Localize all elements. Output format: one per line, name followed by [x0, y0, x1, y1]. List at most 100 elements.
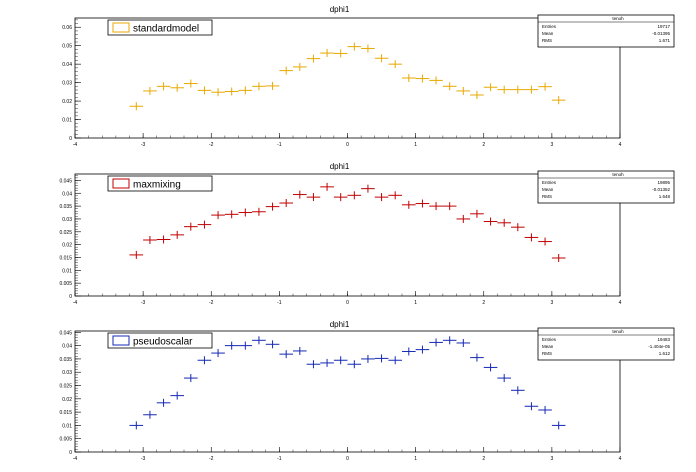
data-point	[238, 341, 253, 350]
data-point	[252, 207, 266, 216]
stats-frame	[537, 327, 675, 361]
data-point	[211, 211, 225, 220]
data-point	[415, 74, 430, 83]
legend-label: pseudoscalar	[133, 337, 193, 348]
data-point	[470, 209, 484, 218]
y-tick-label: 0.02	[62, 397, 72, 403]
data-point	[429, 76, 443, 85]
x-tick-label: 0	[346, 456, 349, 462]
x-tick-label: 3	[550, 142, 553, 148]
data-point	[156, 82, 171, 91]
y-tick-label: 0.035	[59, 204, 72, 210]
y-tick-label: 0.045	[59, 178, 72, 184]
x-tick-label: 1	[414, 300, 417, 306]
data-point	[170, 391, 184, 400]
data-point	[156, 235, 171, 244]
x-tick-label: 2	[482, 300, 485, 306]
y-tick-label: 0.025	[59, 230, 72, 236]
legend: standardmodel	[107, 19, 213, 36]
x-tick-label: 4	[619, 456, 622, 462]
data-point	[456, 214, 471, 223]
x-tick-label: -1	[277, 456, 282, 462]
x-tick-label: 0	[346, 142, 349, 148]
y-tick-label: 0.015	[59, 410, 72, 416]
data-point	[306, 360, 321, 369]
data-point	[252, 336, 266, 345]
x-tick-label: -3	[141, 456, 146, 462]
legend-swatch	[112, 22, 130, 33]
data-point	[483, 363, 498, 372]
stats-box: tenoh Entries 19717 Mean -0.01395 RMS 1.671	[537, 14, 675, 48]
stats-name: tenoh	[612, 172, 624, 177]
chart-panel-pseudoscalar: dphi1 -4 -3 -2 -1 0 1 2 3 4 0 0.005 0.01 0.015 0.02 0.0…	[59, 320, 675, 462]
x-tick-label: 2	[482, 142, 485, 148]
data-point	[293, 190, 307, 199]
x-tick-label: 2	[482, 456, 485, 462]
data-point	[252, 82, 266, 91]
x-tick-label: -2	[209, 142, 214, 148]
data-point	[429, 202, 443, 211]
legend-label: maxmixing	[133, 180, 181, 191]
y-tick-label: 0.06	[62, 25, 72, 31]
data-point	[306, 193, 321, 202]
data-point	[524, 402, 539, 411]
x-tick-label: -4	[73, 456, 78, 462]
data-point	[224, 87, 239, 96]
data-point	[197, 220, 212, 229]
x-tick-label: 4	[619, 142, 622, 148]
data-point	[333, 356, 348, 365]
data-point	[129, 250, 144, 259]
data-point	[388, 356, 402, 365]
data-point	[456, 86, 471, 95]
data-point	[143, 86, 157, 95]
data-point	[333, 49, 348, 58]
data-point	[415, 199, 430, 208]
legend-frame	[107, 332, 213, 349]
x-tick-label: -4	[73, 142, 78, 148]
y-tick-label: 0.03	[62, 217, 72, 223]
data-point	[170, 83, 184, 92]
chart-panel-maxmixing: dphi1 -4 -3 -2 -1 0 1 2 3 4 0 0.005 0.01 0.015 0.02 0.0…	[59, 162, 675, 306]
y-tick-label: 0.02	[62, 99, 72, 105]
data-point	[388, 60, 402, 69]
y-tick-label: 0.04	[62, 191, 72, 197]
data-point	[361, 354, 375, 363]
y-tick-label: 0.025	[59, 384, 72, 390]
stats-box: tenoh Entries 19483 Mean -1.404e-05 RMS 1.612	[537, 327, 675, 361]
stats-row-value: 19895	[657, 180, 670, 185]
data-point	[238, 86, 253, 95]
data-point	[320, 49, 334, 58]
data-point	[374, 193, 389, 202]
stats-row-label: Entries	[542, 24, 557, 29]
x-tick-label: -3	[141, 142, 146, 148]
data-point	[143, 410, 157, 419]
data-point	[497, 218, 511, 227]
data-point	[402, 74, 416, 82]
data-point	[442, 336, 457, 345]
stats-frame	[537, 170, 675, 204]
stats-name: tenoh	[612, 329, 624, 334]
chart-title: dphi1	[330, 162, 350, 171]
data-point	[511, 386, 525, 395]
data-point	[429, 338, 443, 347]
data-point	[511, 85, 525, 94]
x-tick-label: -2	[209, 456, 214, 462]
stats-row-value: 1.671	[659, 38, 671, 43]
data-point	[361, 44, 375, 53]
y-tick-label: 0.04	[62, 344, 72, 350]
data-point	[402, 347, 416, 356]
data-point	[184, 222, 198, 231]
data-point	[551, 96, 566, 105]
data-point	[279, 199, 293, 208]
x-tick-label: 1	[414, 456, 417, 462]
data-point	[293, 62, 307, 71]
data-point	[156, 398, 171, 407]
data-point	[238, 208, 253, 217]
stats-row-label: Mean	[542, 344, 554, 349]
x-tick-label: -2	[209, 300, 214, 306]
stats-row-label: Entries	[542, 337, 557, 342]
stats-row-label: Mean	[542, 187, 554, 192]
data-point	[306, 54, 321, 63]
data-point	[197, 356, 212, 365]
